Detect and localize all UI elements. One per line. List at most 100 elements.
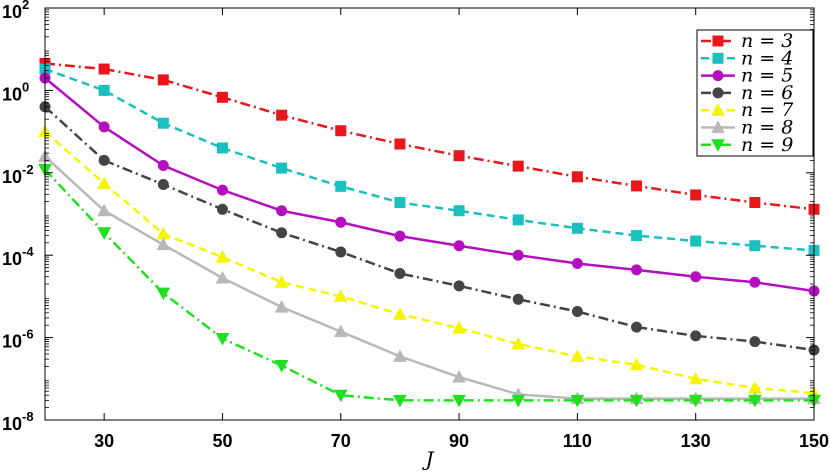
data-point (157, 179, 169, 191)
y-tick-label: 10-6 (2, 327, 34, 352)
legend-label: n = 6 (741, 82, 793, 104)
x-tick-label: 110 (563, 431, 592, 451)
data-point (215, 333, 230, 346)
legend-label: n = 8 (741, 117, 793, 139)
data-point (749, 336, 761, 348)
data-point (749, 276, 761, 288)
data-point (690, 189, 702, 201)
data-point (276, 162, 288, 174)
data-point (216, 142, 228, 154)
x-tick-label: 30 (94, 431, 114, 451)
data-point (157, 117, 169, 129)
legend-entry: n = 5 (701, 65, 793, 87)
data-point (156, 237, 171, 251)
data-point (512, 293, 524, 305)
data-point (394, 138, 406, 150)
data-point (98, 154, 110, 166)
legend-swatch-marker (712, 35, 724, 47)
data-point (570, 349, 585, 362)
data-point (688, 371, 703, 385)
legend-swatch-marker (711, 139, 725, 152)
data-point (216, 184, 228, 196)
data-point (690, 235, 702, 247)
data-point (215, 270, 230, 284)
data-point (335, 246, 347, 258)
data-point (216, 203, 228, 215)
data-point (688, 394, 703, 408)
data-point (571, 222, 583, 234)
data-point (511, 336, 526, 350)
data-point (571, 257, 583, 269)
data-point (276, 227, 288, 239)
legend-entry: n = 8 (701, 117, 793, 139)
y-tick-label: 10-4 (2, 244, 34, 269)
legend-label: n = 7 (741, 99, 794, 121)
legend-swatch-marker (711, 120, 725, 133)
series-line (44, 77, 815, 293)
data-point (216, 91, 228, 103)
plot-frame (44, 7, 815, 421)
data-point (394, 197, 406, 209)
data-point (690, 330, 702, 342)
data-point (570, 394, 585, 408)
data-point (97, 176, 111, 189)
data-point (98, 63, 110, 75)
legend-label: n = 9 (741, 134, 793, 156)
series-line (44, 67, 815, 252)
data-point (394, 230, 406, 242)
data-point (276, 205, 288, 217)
legend-swatch-marker (712, 52, 724, 64)
series-line (44, 62, 815, 211)
data-point (394, 267, 406, 279)
data-point (157, 160, 169, 172)
data-point (571, 171, 583, 183)
data-point (452, 394, 466, 408)
data-point (631, 230, 643, 242)
y-tick-label: 100 (2, 79, 29, 104)
data-point (215, 250, 230, 263)
data-point (571, 306, 583, 318)
legend: n = 3n = 4n = 5n = 6n = 7n = 8n = 9 (696, 29, 814, 157)
data-point (512, 160, 524, 172)
data-point (453, 205, 465, 217)
series-7 (38, 124, 821, 399)
data-point (749, 240, 761, 252)
data-point (156, 287, 171, 301)
data-point (335, 216, 347, 228)
y-tick-label: 102 (2, 0, 29, 22)
data-point (453, 150, 465, 162)
x-tick-label: 70 (331, 431, 351, 451)
series-line (44, 130, 815, 395)
data-point (453, 240, 465, 252)
data-point (749, 197, 761, 209)
data-point (274, 360, 289, 373)
legend-label: n = 5 (741, 65, 793, 87)
data-point (333, 389, 348, 403)
data-point (157, 74, 169, 86)
data-point (393, 307, 407, 320)
data-point (452, 370, 466, 383)
series-line (44, 168, 814, 402)
data-point (512, 249, 524, 261)
data-point (631, 264, 643, 276)
data-point (453, 280, 465, 292)
legend-label: n = 3 (741, 30, 793, 52)
y-tick-label: 10-2 (2, 162, 34, 187)
data-point (333, 289, 348, 302)
data-point (690, 271, 702, 283)
legend-entry: n = 4 (701, 47, 793, 69)
data-point (98, 84, 110, 96)
data-point (511, 394, 526, 408)
data-point (335, 125, 347, 137)
data-point (274, 300, 289, 313)
data-point (97, 203, 111, 217)
series-line (44, 155, 814, 400)
legend-swatch-marker (711, 103, 725, 116)
data-point (393, 349, 407, 362)
legend-swatch-marker (712, 87, 724, 99)
x-axis-label: J (421, 447, 434, 471)
data-point (98, 121, 110, 133)
series-9 (38, 164, 821, 408)
series-line (44, 105, 815, 352)
